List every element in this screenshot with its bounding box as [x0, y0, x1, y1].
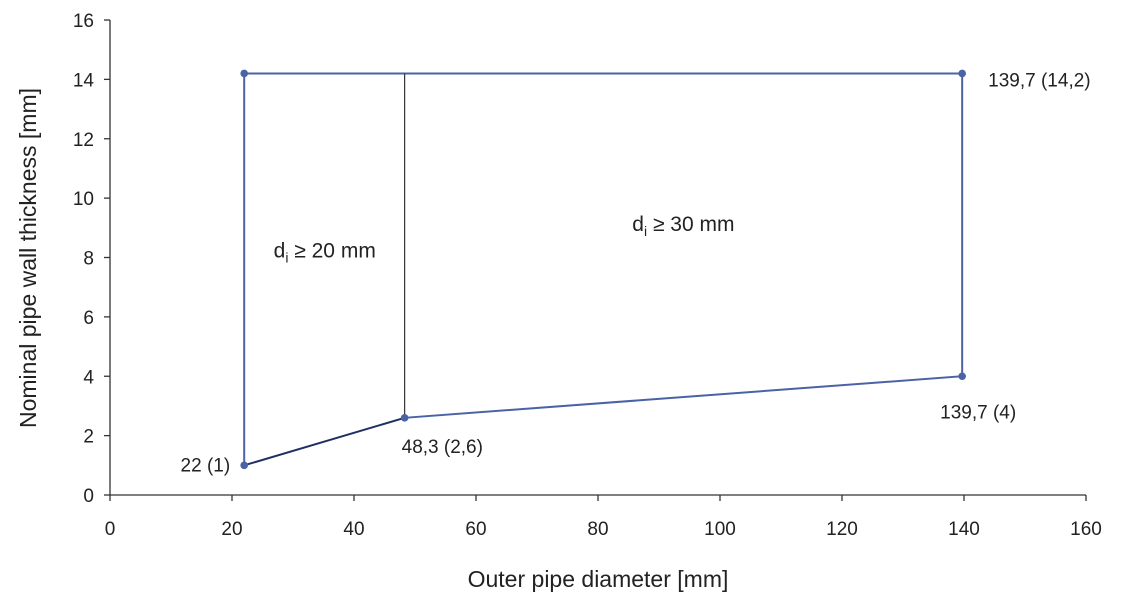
x-tick-label: 120 — [826, 519, 858, 540]
data-points: 22 (1) 48,3 (2,6) 139,7 (14,2) 139,7 (4) — [181, 69, 1091, 476]
region-labels: di ≥ 20 mm di ≥ 30 mm — [274, 213, 735, 266]
point-label: 139,7 (4) — [940, 402, 1016, 423]
data-point — [240, 69, 248, 78]
y-tick-label: 2 — [83, 427, 94, 448]
x-tick-label: 20 — [221, 519, 242, 540]
y-tick-label: 6 — [83, 308, 94, 329]
y-tick-label: 10 — [73, 189, 94, 210]
x-tick-label: 140 — [948, 519, 980, 540]
point-label: 48,3 (2,6) — [402, 437, 483, 458]
data-point — [958, 69, 966, 78]
y-tick-label: 4 — [83, 367, 94, 388]
point-label: 139,7 (14,2) — [988, 70, 1090, 91]
y-tick-label: 16 — [73, 11, 94, 32]
data-point — [400, 414, 409, 422]
axis-ticks: 0 20 40 60 80 100 120 140 160 0 2 4 6 8 10 12 14 16 — [73, 11, 1102, 540]
x-tick-label: 160 — [1070, 519, 1102, 540]
y-tick-label: 8 — [83, 249, 94, 270]
x-tick-label: 60 — [465, 519, 486, 540]
x-tick-label: 100 — [704, 519, 736, 540]
plot-area: 0 20 40 60 80 100 120 140 160 0 2 4 6 8 10 12 14 16 22 (1… — [73, 11, 1102, 540]
boundary-series-line — [243, 72, 964, 466]
y-tick-label: 0 — [83, 486, 94, 507]
x-tick-label: 80 — [587, 519, 608, 540]
x-tick-label: 40 — [343, 519, 364, 540]
data-point — [958, 372, 966, 381]
region-label: di ≥ 30 mm — [632, 213, 734, 239]
x-axis-title: Outer pipe diameter [mm] — [468, 566, 729, 592]
point-label: 22 (1) — [181, 455, 231, 476]
y-axis-title: Nominal pipe wall thickness [mm] — [15, 88, 41, 428]
x-tick-label: 0 — [105, 519, 116, 540]
lower-boundary-line — [243, 416, 405, 467]
region-label: di ≥ 20 mm — [274, 240, 376, 266]
y-tick-label: 14 — [73, 70, 95, 91]
y-tick-label: 12 — [73, 130, 94, 151]
data-point — [240, 461, 248, 470]
